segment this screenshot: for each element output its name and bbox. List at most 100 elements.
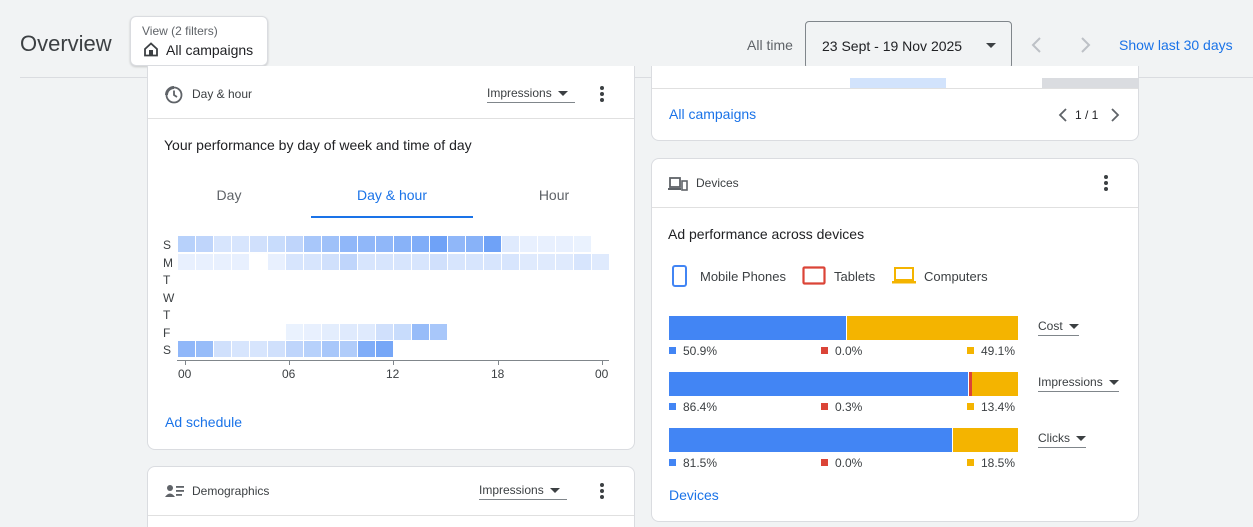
heatmap-cell[interactable] bbox=[196, 341, 213, 357]
heatmap-cell[interactable] bbox=[250, 341, 267, 357]
view-filter-chip[interactable]: View (2 filters) All campaigns bbox=[130, 16, 268, 66]
heatmap-cell[interactable] bbox=[358, 341, 375, 357]
heatmap-day-label: W bbox=[163, 290, 175, 305]
heatmap-cell[interactable] bbox=[430, 323, 447, 340]
heatmap-cell[interactable] bbox=[430, 253, 447, 270]
heatmap-cell[interactable] bbox=[232, 236, 249, 252]
date-range-picker[interactable]: 23 Sept - 19 Nov 2025 bbox=[805, 21, 1012, 69]
heatmap-cell[interactable] bbox=[196, 236, 213, 252]
bar-segment-mobile bbox=[669, 428, 954, 452]
heatmap-cell[interactable] bbox=[286, 236, 303, 252]
device-stacked-bar[interactable] bbox=[669, 372, 1018, 396]
heatmap-cell[interactable] bbox=[592, 253, 609, 270]
heatmap-cell[interactable] bbox=[412, 253, 429, 270]
heatmap-cell[interactable] bbox=[304, 236, 321, 252]
heatmap-cell[interactable] bbox=[304, 253, 321, 270]
heatmap-cell[interactable] bbox=[232, 253, 249, 270]
more-options-icon[interactable] bbox=[1104, 175, 1108, 191]
heatmap-cell[interactable] bbox=[178, 253, 195, 270]
heatmap-cell[interactable] bbox=[448, 236, 465, 252]
heatmap-cell[interactable] bbox=[268, 236, 285, 252]
heatmap-cell[interactable] bbox=[376, 236, 393, 252]
heatmap-cell[interactable] bbox=[340, 236, 357, 252]
heatmap-cell[interactable] bbox=[520, 253, 537, 270]
active-tab-indicator bbox=[311, 216, 473, 218]
metric-dropdown[interactable]: Impressions bbox=[479, 483, 567, 500]
heatmap-cell[interactable] bbox=[322, 323, 339, 340]
heatmap-cell[interactable] bbox=[394, 236, 411, 252]
tab-day[interactable]: Day bbox=[216, 187, 242, 203]
heatmap-cell[interactable] bbox=[448, 253, 465, 270]
heatmap-cell[interactable] bbox=[412, 323, 429, 340]
heatmap-cell[interactable] bbox=[250, 236, 267, 252]
device-metric-dropdown[interactable]: Clicks bbox=[1038, 431, 1086, 448]
heatmap-cell[interactable] bbox=[538, 236, 555, 252]
heatmap-cell[interactable] bbox=[358, 253, 375, 270]
heatmap-cell[interactable] bbox=[538, 253, 555, 270]
next-period-button[interactable] bbox=[1075, 35, 1095, 55]
heatmap-cell[interactable] bbox=[268, 341, 285, 357]
tab-hour[interactable]: Hour bbox=[538, 187, 570, 203]
bar-segment-computer bbox=[953, 428, 1018, 452]
heatmap-cell[interactable] bbox=[232, 341, 249, 357]
heatmap-cell[interactable] bbox=[466, 253, 483, 270]
metric-dropdown-label: Impressions bbox=[479, 483, 544, 497]
heatmap-cell[interactable] bbox=[268, 253, 285, 270]
heatmap-cell[interactable] bbox=[286, 253, 303, 270]
device-metric-dropdown[interactable]: Impressions bbox=[1038, 375, 1119, 392]
previous-period-button[interactable] bbox=[1027, 35, 1047, 55]
heatmap-cell[interactable] bbox=[322, 236, 339, 252]
heatmap-cell[interactable] bbox=[304, 323, 321, 340]
heatmap-cell[interactable] bbox=[484, 253, 501, 270]
all-campaigns-link[interactable]: All campaigns bbox=[669, 106, 757, 122]
more-options-icon[interactable] bbox=[600, 86, 604, 102]
heatmap-cell[interactable] bbox=[286, 341, 303, 357]
heatmap-cell[interactable] bbox=[376, 323, 393, 340]
heatmap-cell[interactable] bbox=[286, 323, 303, 340]
heatmap-cell[interactable] bbox=[322, 341, 339, 357]
heatmap-cell[interactable] bbox=[214, 253, 231, 270]
heatmap-cell[interactable] bbox=[556, 253, 573, 270]
heatmap-cell[interactable] bbox=[214, 341, 231, 357]
ad-schedule-link[interactable]: Ad schedule bbox=[165, 414, 243, 430]
heatmap-cell[interactable] bbox=[358, 236, 375, 252]
heatmap-cell[interactable] bbox=[394, 323, 411, 340]
devices-link[interactable]: Devices bbox=[669, 487, 719, 503]
heatmap-cell[interactable] bbox=[358, 323, 375, 340]
heatmap-cell[interactable] bbox=[466, 236, 483, 252]
heatmap-cell[interactable] bbox=[394, 253, 411, 270]
chevron-right-icon[interactable] bbox=[1110, 108, 1120, 122]
device-stacked-bar[interactable] bbox=[669, 428, 1018, 452]
chevron-left-icon bbox=[1031, 37, 1041, 53]
tab-day-hour[interactable]: Day & hour bbox=[356, 187, 428, 203]
heatmap-cell[interactable] bbox=[178, 341, 195, 357]
heatmap-cell[interactable] bbox=[574, 236, 591, 252]
heatmap-cell[interactable] bbox=[214, 236, 231, 252]
heatmap-cell[interactable] bbox=[430, 236, 447, 252]
heatmap-cell[interactable] bbox=[484, 236, 501, 252]
heatmap-cell[interactable] bbox=[322, 253, 339, 270]
heatmap-cell[interactable] bbox=[556, 236, 573, 252]
heatmap-cell[interactable] bbox=[376, 341, 393, 357]
heatmap-cell[interactable] bbox=[196, 253, 213, 270]
heatmap-cell[interactable] bbox=[340, 341, 357, 357]
more-options-icon[interactable] bbox=[600, 483, 604, 499]
heatmap-cell[interactable] bbox=[502, 253, 519, 270]
heatmap-cell[interactable] bbox=[178, 236, 195, 252]
show-last-30-days-link[interactable]: Show last 30 days bbox=[1119, 37, 1233, 53]
metric-dropdown[interactable]: Impressions bbox=[487, 86, 575, 103]
heatmap-cell[interactable] bbox=[412, 236, 429, 252]
chevron-left-icon[interactable] bbox=[1058, 108, 1068, 122]
heatmap-cell[interactable] bbox=[502, 236, 519, 252]
heatmap-cell[interactable] bbox=[340, 253, 357, 270]
metric-dropdown-label: Impressions bbox=[487, 86, 552, 100]
heatmap-cell[interactable] bbox=[574, 253, 591, 270]
heatmap-cell[interactable] bbox=[340, 323, 357, 340]
heatmap-cell[interactable] bbox=[376, 253, 393, 270]
legend-swatch bbox=[967, 459, 974, 466]
device-stacked-bar[interactable] bbox=[669, 316, 1018, 340]
heatmap-cell[interactable] bbox=[520, 236, 537, 252]
device-metric-dropdown[interactable]: Cost bbox=[1038, 319, 1079, 336]
axis-tick bbox=[393, 360, 394, 365]
heatmap-cell[interactable] bbox=[304, 341, 321, 357]
